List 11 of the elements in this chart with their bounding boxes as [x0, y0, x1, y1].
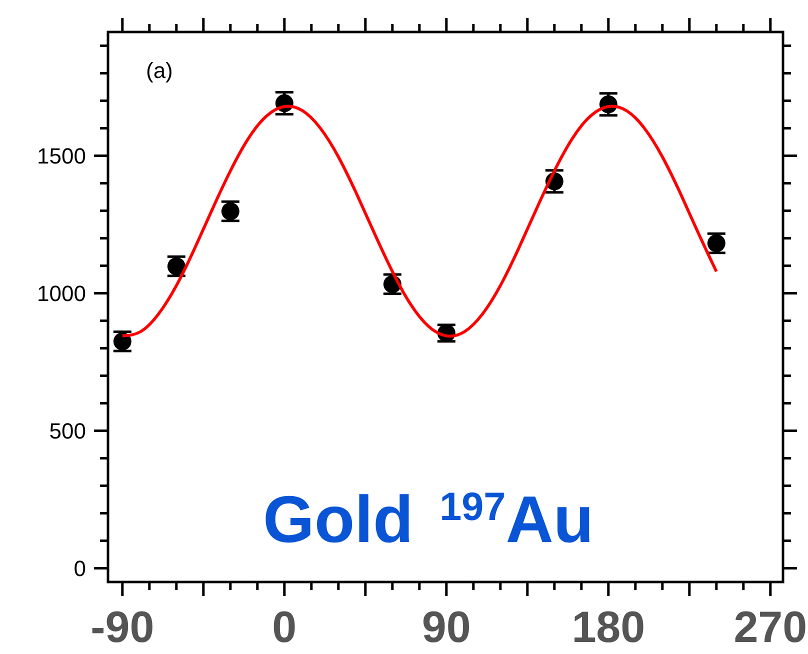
- y-tick-label: 500: [49, 418, 86, 444]
- x-tick-label: -90: [90, 603, 154, 652]
- x-tick-label: 90: [422, 603, 471, 652]
- annotation: (a): [146, 58, 173, 83]
- x-tick-label: 180: [572, 603, 646, 652]
- y-tick-label: 1000: [37, 280, 86, 306]
- annotation: Gold $^{197}$Au: [263, 482, 594, 556]
- y-tick-label: 1500: [37, 143, 86, 168]
- y-tick-label: 0: [74, 556, 86, 581]
- x-tick-label: 0: [272, 603, 297, 652]
- x-tick-label: 270: [734, 603, 808, 652]
